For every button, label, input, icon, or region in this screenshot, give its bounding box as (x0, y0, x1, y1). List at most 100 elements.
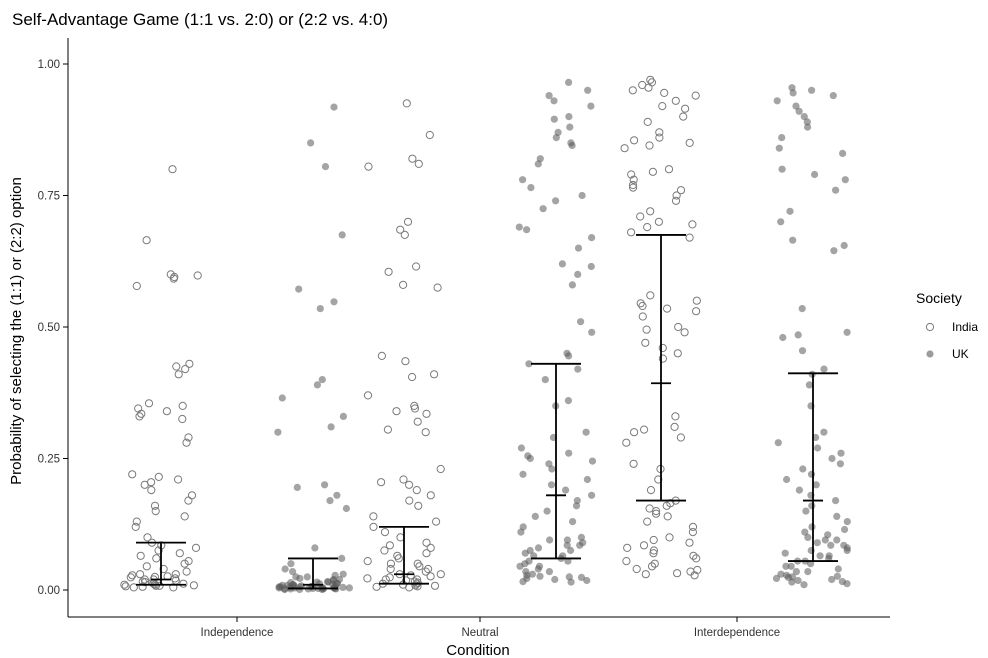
india-point (386, 559, 395, 568)
india-point (120, 580, 129, 589)
uk-point (296, 574, 304, 583)
uk-point (338, 231, 346, 239)
india-point (415, 562, 424, 571)
india-point (414, 159, 423, 168)
india-point (406, 571, 415, 580)
uk-point (801, 528, 809, 536)
uk-point (577, 318, 585, 326)
india-point (169, 583, 178, 592)
uk-point (787, 562, 795, 570)
india-point (184, 496, 193, 505)
uk-point (330, 298, 338, 306)
india-point (128, 470, 137, 479)
india-point (688, 522, 698, 532)
india-point (363, 391, 373, 400)
india-point (426, 491, 435, 500)
y-tick-label: 0.00 (38, 585, 60, 597)
uk-point (548, 465, 556, 473)
india-point (396, 533, 405, 542)
uk-point (799, 465, 807, 473)
uk-point (566, 123, 574, 131)
india-point (676, 433, 686, 442)
india-point (636, 212, 645, 221)
uk-point (330, 103, 338, 111)
uk-point (814, 444, 822, 452)
india-point (646, 486, 656, 495)
uk-point (547, 481, 556, 489)
uk-point (551, 575, 559, 584)
india-point (121, 582, 130, 591)
india-point (622, 438, 631, 447)
india-point (142, 236, 151, 245)
uk-point (829, 92, 837, 100)
india-point (652, 509, 661, 518)
india-point (424, 564, 433, 574)
uk-point (816, 552, 824, 560)
india-point (643, 117, 652, 127)
uk-point (782, 562, 790, 570)
uk-point (287, 560, 295, 568)
india-point (649, 549, 658, 558)
y-axis-ticks: 0.00 0.25 0.50 0.75 1.00 (38, 59, 68, 597)
india-point (692, 307, 701, 316)
india-point (193, 271, 202, 280)
uk-point (772, 574, 781, 583)
india-point (129, 583, 138, 592)
india-point (174, 370, 183, 379)
x-tick-label: Neutral (461, 627, 498, 639)
india-point (138, 582, 147, 591)
india-point (688, 220, 697, 229)
india-point (184, 433, 193, 442)
uk-point (525, 360, 533, 368)
india-point (142, 562, 151, 571)
uk-point (519, 578, 527, 586)
india-point (650, 559, 659, 568)
india-point (649, 546, 659, 555)
india-point (672, 191, 681, 200)
uk-point (587, 102, 595, 110)
india-point (674, 322, 683, 332)
uk-point (339, 412, 347, 420)
india-point (647, 562, 657, 571)
uk-point (563, 536, 572, 544)
uk-point (521, 549, 529, 557)
uk-point (562, 486, 570, 494)
uk-point (584, 86, 592, 94)
india-point (663, 304, 672, 313)
uk-point (830, 247, 838, 255)
y-axis-title: Probability of selecting the (1:1) or (2… (8, 177, 25, 485)
uk-point (792, 568, 801, 576)
uk-point (795, 486, 804, 494)
india-point (180, 559, 189, 568)
india-point (134, 404, 143, 413)
uk-point (777, 570, 785, 578)
x-tick-label: Independence (201, 627, 274, 639)
india-point (187, 491, 197, 500)
uk-point (517, 444, 526, 452)
india-point (646, 291, 655, 300)
india-point (422, 538, 431, 547)
uk-point (807, 470, 816, 478)
india-point (628, 86, 637, 95)
uk-point (836, 460, 845, 468)
india-point (178, 414, 187, 424)
india-point (143, 533, 152, 542)
india-point (647, 78, 657, 87)
india-point (400, 230, 409, 239)
india-point (408, 154, 417, 163)
india-point (413, 417, 422, 426)
uk-point (833, 512, 841, 521)
uk-point (808, 502, 816, 510)
india-point (155, 581, 164, 590)
india-point (691, 91, 700, 100)
india-point (131, 522, 140, 532)
india-point (384, 267, 393, 276)
y-tick-label: 0.75 (38, 191, 60, 203)
chart-title: Self-Advantage Game (1:1 vs. 2:0) or (2:… (12, 10, 388, 29)
india-point (673, 349, 682, 358)
uk-point (281, 585, 289, 594)
uk-point (519, 176, 527, 184)
india-point (630, 136, 639, 145)
uk-point (841, 525, 849, 534)
uk-point (543, 507, 551, 515)
